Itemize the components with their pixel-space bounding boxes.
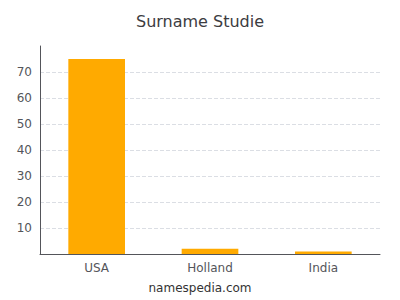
svg-text:Holland: Holland [187, 261, 233, 275]
svg-text:namespedia.com: namespedia.com [148, 281, 251, 295]
svg-text:India: India [309, 261, 338, 275]
svg-text:40: 40 [17, 143, 32, 157]
svg-text:Surname Studie: Surname Studie [136, 12, 264, 31]
svg-text:30: 30 [17, 169, 32, 183]
svg-text:60: 60 [17, 91, 32, 105]
svg-text:70: 70 [17, 65, 32, 79]
svg-text:20: 20 [17, 195, 32, 209]
svg-text:USA: USA [84, 261, 110, 275]
svg-text:10: 10 [17, 221, 32, 235]
svg-text:50: 50 [17, 117, 32, 131]
